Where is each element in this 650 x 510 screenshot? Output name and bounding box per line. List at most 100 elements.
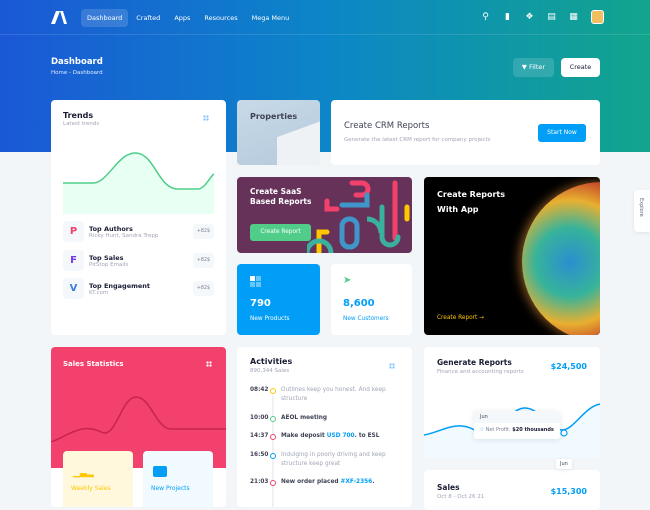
item-sub: Ricky Hunt, Sandra Trepp bbox=[89, 232, 159, 239]
timeline-dot bbox=[270, 388, 276, 394]
item-badge: +82$ bbox=[193, 281, 214, 296]
create-button[interactable]: Create bbox=[561, 58, 600, 77]
activity-time: 21:03 bbox=[250, 479, 269, 485]
create-report-link[interactable]: Create Report → bbox=[437, 315, 484, 321]
weekly-sales-label: Weekly Sales bbox=[71, 485, 111, 492]
nav-mega-menu[interactable]: Mega Menu bbox=[251, 14, 290, 22]
properties-title: Properties bbox=[250, 112, 298, 121]
start-now-button[interactable]: Start Now bbox=[538, 124, 586, 142]
activity-text: New order placed bbox=[281, 478, 341, 485]
list-item[interactable]: F Top Sales PitStop Emails bbox=[63, 250, 128, 271]
breadcrumb-home[interactable]: Home bbox=[51, 70, 68, 76]
nav-apps[interactable]: Apps bbox=[174, 14, 191, 22]
breadcrumb-current: Dashboard bbox=[72, 70, 103, 76]
activity-text-end: . to ESL bbox=[354, 432, 380, 439]
gen-reports-title: Generate Reports bbox=[437, 358, 512, 367]
filter-button[interactable]: ▼ Filter bbox=[513, 58, 554, 77]
trends-title: Trends bbox=[63, 111, 94, 120]
saas-card: Create SaaS Based Reports Create Report bbox=[237, 177, 412, 253]
nodes-icon[interactable]: ❖ bbox=[525, 11, 534, 22]
chart-tooltip: Jun Net Profit: $20 thousands bbox=[474, 411, 560, 439]
nav-dashboard[interactable]: Dashboard bbox=[81, 9, 129, 27]
saas-title-line1: Create SaaS bbox=[250, 187, 302, 196]
list-item[interactable]: P Top Authors Ricky Hunt, Sandra Trepp bbox=[63, 221, 158, 242]
stat-label: New Customers bbox=[343, 316, 389, 322]
grid-icon[interactable]: ▦ bbox=[569, 11, 578, 22]
nav-crafted[interactable]: Crafted bbox=[136, 14, 161, 22]
activity-time: 08:42 bbox=[250, 387, 269, 393]
activity-time: 16:50 bbox=[250, 452, 269, 458]
item-title: Top Engagement bbox=[89, 281, 151, 290]
brand-icon: P bbox=[63, 221, 84, 242]
activity-row: 16:50 Indulging in poorly driving and kee… bbox=[250, 452, 401, 469]
toolbar-icons: ⚲ ▮ ❖ ▤ ▦ bbox=[481, 10, 604, 24]
data-point[interactable] bbox=[560, 429, 568, 437]
grid-icon bbox=[250, 276, 261, 287]
create-report-button[interactable]: Create Report bbox=[250, 224, 311, 241]
activity-row: 14:37 Make deposit USD 700. to ESL bbox=[250, 433, 401, 441]
saas-title-line2: Based Reports bbox=[250, 197, 312, 206]
menu-dots-icon[interactable] bbox=[389, 363, 395, 369]
logo[interactable] bbox=[51, 11, 67, 24]
timeline-dot bbox=[270, 434, 276, 440]
app-report-card: Create Reports With App Create Report → bbox=[424, 177, 600, 335]
brand-icon: F bbox=[63, 250, 84, 271]
breadcrumb: Home - Dashboard bbox=[51, 70, 103, 76]
list-item[interactable]: V Top Engagement KT.com bbox=[63, 278, 150, 299]
search-icon[interactable]: ⚲ bbox=[482, 11, 489, 22]
rocket-icon: ➤ bbox=[343, 275, 352, 286]
stat-value: 8,600 bbox=[343, 298, 375, 309]
activity-message: AEOL meeting bbox=[281, 414, 401, 423]
explore-tab[interactable]: Explore bbox=[634, 190, 650, 232]
stat-value: 790 bbox=[250, 298, 271, 309]
chart-icon[interactable]: ▮ bbox=[505, 11, 510, 22]
filter-label: Filter bbox=[528, 63, 546, 71]
activity-row: 08:42 Outlines keep you honest. And keep … bbox=[250, 387, 401, 404]
generate-reports-card: Generate Reports Finance and accounting … bbox=[424, 347, 600, 458]
new-projects-tile[interactable]: New Projects bbox=[143, 451, 213, 507]
crm-subtitle: Generate the latest CRM report for compa… bbox=[344, 137, 491, 143]
sales-subtitle: Oct 8 - Oct 26 21 bbox=[437, 494, 485, 500]
weekly-sales-tile[interactable]: ▁▃▂ Weekly Sales bbox=[63, 451, 133, 507]
app-report-title-line1: Create Reports bbox=[437, 190, 506, 199]
planet-image bbox=[522, 182, 600, 335]
sales-statistics-card: Sales Statistics ▁▃▂ Weekly Sales New Pr… bbox=[51, 347, 226, 507]
timeline-dot bbox=[270, 480, 276, 486]
create-report-link-label: Create Report bbox=[437, 315, 478, 321]
stat-label: New Products bbox=[250, 316, 290, 322]
activity-link[interactable]: USD 700 bbox=[326, 432, 355, 439]
item-sub: PitStop Emails bbox=[89, 261, 129, 268]
new-customers-card: ➤ 8,600 New Customers bbox=[331, 264, 412, 335]
crm-title: Create CRM Reports bbox=[344, 121, 430, 131]
properties-card[interactable]: Properties bbox=[237, 100, 320, 165]
tooltip-title: Jun bbox=[474, 411, 560, 423]
menu-dots-icon[interactable] bbox=[203, 115, 209, 121]
item-title: Top Sales bbox=[89, 253, 124, 262]
page-title: Dashboard bbox=[51, 57, 103, 67]
x-axis-label: Jun bbox=[556, 459, 572, 469]
timeline-dot bbox=[270, 453, 276, 459]
building-image bbox=[277, 118, 320, 165]
chat-icon[interactable]: ▤ bbox=[547, 11, 556, 22]
sales-amount: $15,300 bbox=[550, 487, 587, 496]
legend-dot bbox=[480, 427, 484, 431]
gen-reports-amount: $24,500 bbox=[550, 362, 587, 371]
divider bbox=[0, 34, 650, 35]
app-report-title: Create Reports With App bbox=[437, 187, 505, 217]
nav-resources[interactable]: Resources bbox=[204, 14, 238, 22]
activity-time: 14:37 bbox=[250, 433, 269, 439]
arrow-right-icon: → bbox=[479, 315, 485, 321]
activity-link[interactable]: #XF-2356 bbox=[340, 478, 373, 485]
avatar[interactable] bbox=[591, 10, 604, 24]
timeline-line bbox=[272, 395, 274, 507]
activities-title: Activities bbox=[250, 357, 293, 366]
menu-dots-icon[interactable] bbox=[206, 361, 212, 367]
activity-text: AEOL meeting bbox=[281, 414, 328, 421]
timeline-dot bbox=[270, 416, 276, 422]
activity-text-end: . bbox=[372, 478, 375, 485]
bar-chart-icon: ▁▃▂ bbox=[73, 468, 94, 478]
trends-subtitle: Latest trends bbox=[63, 121, 100, 127]
new-products-card: 790 New Products bbox=[237, 264, 320, 335]
main-nav: Dashboard Crafted Apps Resources Mega Me… bbox=[81, 9, 295, 27]
activity-row: 10:00 AEOL meeting bbox=[250, 415, 401, 423]
